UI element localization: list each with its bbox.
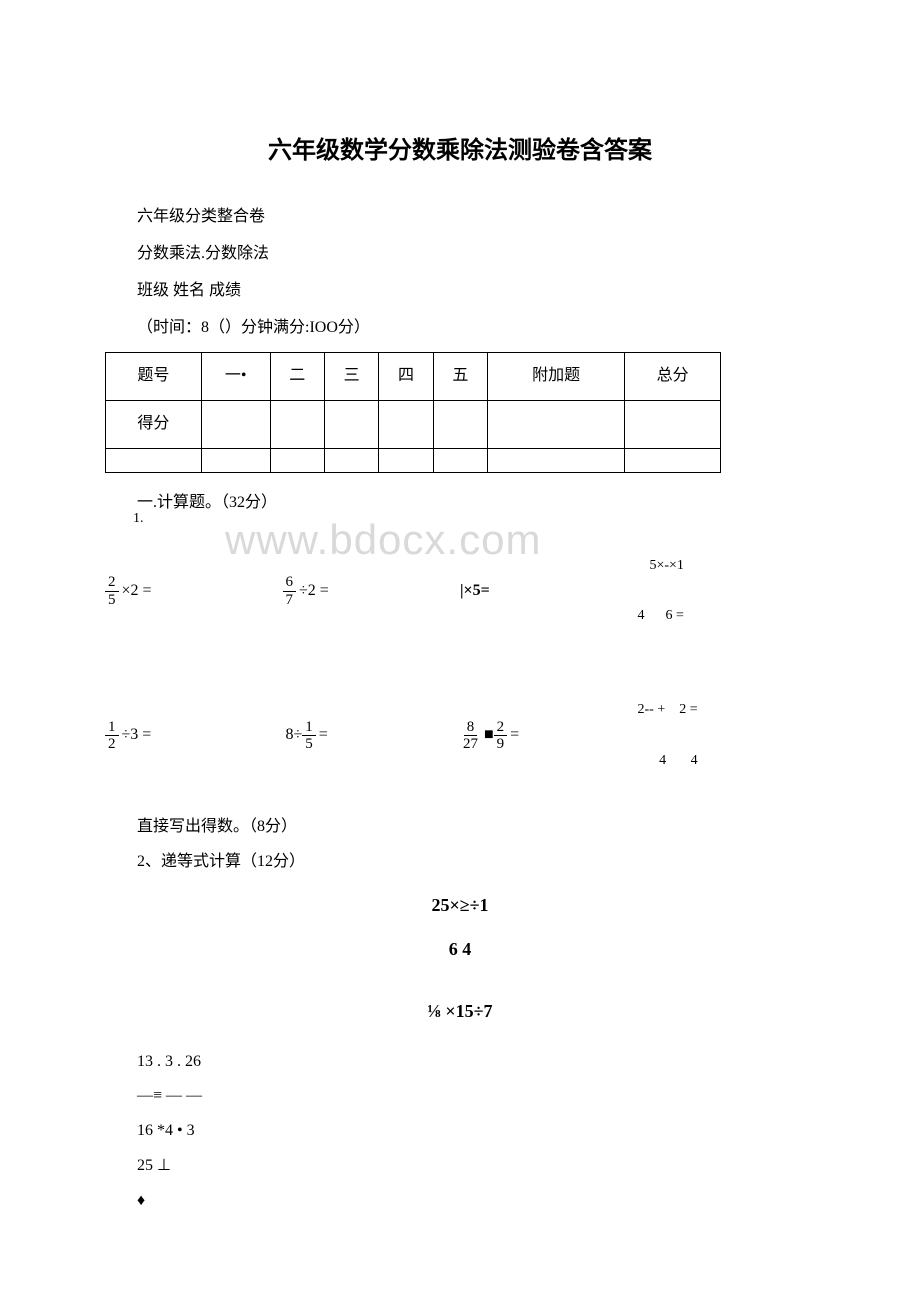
page-title: 六年级数学分数乘除法测验卷含答案 (105, 130, 815, 173)
expr-cell: 5×-×1 4 6 = (638, 524, 816, 658)
empty-cell (433, 401, 487, 449)
th-cell: 一• (201, 353, 270, 401)
fraction: 1 5 (302, 719, 316, 753)
empty-cell (270, 401, 324, 449)
tail-line: 25 ⊥ (105, 1152, 815, 1181)
expr-cell: 2 5 ×2 = (105, 574, 283, 608)
fraction: 8 27 (460, 719, 481, 753)
table-row: 题号 一• 二 三 四 五 附加题 总分 (106, 353, 721, 401)
th-cell: 三 (324, 353, 378, 401)
expr-cell: |×5= (460, 577, 638, 606)
tail-line: 16 *4 • 3 (105, 1117, 815, 1146)
empty-cell (106, 449, 202, 473)
empty-cell (625, 449, 721, 473)
expr-cell: 6 7 ÷2 = (283, 574, 461, 608)
center-expr: 25×≥÷1 (105, 889, 815, 921)
sub-heading: 2、递等式计算（12分） (105, 848, 815, 877)
row-label: 得分 (106, 401, 202, 449)
meta-line-1: 六年级分类整合卷 (105, 203, 815, 232)
empty-cell (324, 449, 378, 473)
meta-line-4: （时间：8（）分钟满分:IOO分） (105, 314, 815, 343)
empty-cell (379, 401, 433, 449)
empty-cell (270, 449, 324, 473)
tail-line: 13 . 3 . 26 (105, 1048, 815, 1077)
empty-cell (488, 449, 625, 473)
empty-cell (379, 449, 433, 473)
th-cell: 四 (379, 353, 433, 401)
fraction: 2 9 (494, 719, 508, 753)
th-cell: 五 (433, 353, 487, 401)
center-expr: ⅛ ×15÷7 (105, 995, 815, 1027)
th-cell: 总分 (625, 353, 721, 401)
expr-cell: 8 27 ■ 2 9 = (460, 719, 638, 753)
empty-cell (324, 401, 378, 449)
meta-line-2: 分数乘法.分数除法 (105, 240, 815, 269)
meta-line-3: 班级 姓名 成绩 (105, 277, 815, 306)
calc-row-1: 1. www.bdocx.com 2 5 ×2 = 6 7 ÷2 = |×5= … (105, 524, 815, 658)
empty-cell (488, 401, 625, 449)
th-cell: 附加题 (488, 353, 625, 401)
fraction: 2 5 (105, 574, 119, 608)
empty-cell (201, 401, 270, 449)
center-expr: 6 4 (105, 933, 815, 965)
sub-heading: 直接写出得数。（8分） (105, 813, 815, 842)
expr-cell: 8÷ 1 5 = (283, 719, 461, 753)
expr-cell: 1 2 ÷3 = (105, 719, 283, 753)
score-table: 题号 一• 二 三 四 五 附加题 总分 得分 (105, 352, 721, 473)
th-cell: 题号 (106, 353, 202, 401)
tail-line: ♦ (105, 1187, 815, 1216)
fraction: 6 7 (283, 574, 297, 608)
empty-cell (433, 449, 487, 473)
expr-cell: 2-- + 2 = 4 4 (638, 669, 816, 803)
table-row: 得分 (106, 401, 721, 449)
fraction: 1 2 (105, 719, 119, 753)
table-row (106, 449, 721, 473)
th-cell: 二 (270, 353, 324, 401)
empty-cell (625, 401, 721, 449)
section-heading: 一.计算题。（32分） (105, 489, 815, 518)
tail-line: —≡ — — (105, 1082, 815, 1111)
calc-row-2: 1 2 ÷3 = 8÷ 1 5 = 8 27 ■ 2 9 = 2-- + 2 =… (105, 669, 815, 803)
empty-cell (201, 449, 270, 473)
